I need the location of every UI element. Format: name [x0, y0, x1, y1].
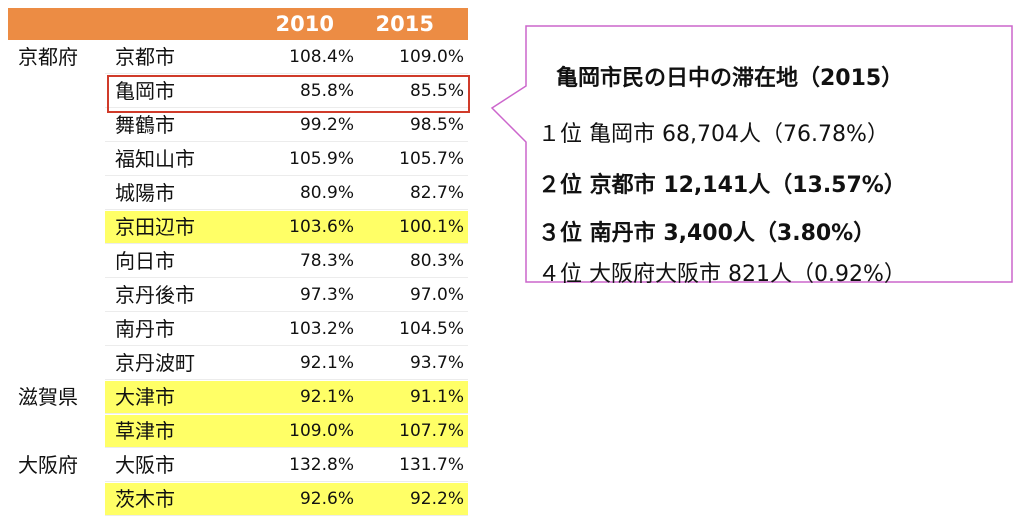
- header-2010: 2010: [275, 12, 334, 36]
- value-2010-cell: 132.8%: [289, 455, 354, 475]
- value-2010-cell: 109.0%: [289, 421, 354, 441]
- city-cell: 向日市: [115, 249, 175, 273]
- header-2015: 2015: [375, 12, 434, 36]
- value-2015-cell: 91.1%: [409, 387, 464, 407]
- table-row: 舞鶴市 99.2% 98.5%: [8, 108, 468, 142]
- callout-bubble-shape: [490, 25, 1013, 283]
- table-row: 南丹市 103.2% 104.5%: [8, 312, 468, 346]
- prefecture-cell: 京都府: [18, 45, 78, 69]
- rank-3: ３位 南丹市 3,400人（3.80%）: [538, 221, 876, 246]
- kameoka-highlight-box: [107, 75, 470, 113]
- city-cell: 京都市: [115, 45, 175, 69]
- table-row: 草津市 109.0% 107.7%: [8, 414, 468, 448]
- value-2015-cell: 109.0%: [399, 47, 464, 67]
- row-highlight: [105, 211, 468, 243]
- table-row: 茨木市 92.6% 92.2%: [8, 482, 468, 516]
- city-cell: 京丹後市: [115, 283, 195, 307]
- growth-rate-table: 2010 2015 京都府 京都市 108.4% 109.0% 亀岡市 85.8% 85.5…: [8, 8, 470, 516]
- table-row: 京丹波町 92.1% 93.7%: [8, 346, 468, 380]
- value-2010-cell: 92.1%: [299, 353, 354, 373]
- stay-location-callout: 亀岡市民の日中の滞在地（2015） １位 亀岡市 68,704人（76.78%）…: [486, 24, 1016, 287]
- rank-1: １位 亀岡市 68,704人（76.78%）: [538, 122, 889, 147]
- value-2015-cell: 100.1%: [399, 217, 464, 237]
- city-cell: 南丹市: [115, 317, 175, 341]
- city-cell: 城陽市: [115, 181, 175, 205]
- value-2010-cell: 103.6%: [289, 217, 354, 237]
- value-2015-cell: 93.7%: [409, 353, 464, 373]
- table-row: 大阪府 大阪市 132.8% 131.7%: [8, 448, 468, 482]
- city-cell: 舞鶴市: [115, 113, 175, 137]
- city-cell: 亀岡市: [115, 79, 175, 103]
- prefecture-cell: 大阪府: [18, 453, 78, 477]
- table-header: 2010 2015: [8, 8, 468, 40]
- table-row: 城陽市 80.9% 82.7%: [8, 176, 468, 210]
- value-2010-cell: 85.8%: [299, 81, 354, 101]
- value-2015-cell: 82.7%: [409, 183, 464, 203]
- table-row: 福知山市 105.9% 105.7%: [8, 142, 468, 176]
- row-highlight: [105, 415, 468, 447]
- table-row: 向日市 78.3% 80.3%: [8, 244, 468, 278]
- table-row: 京田辺市 103.6% 100.1%: [8, 210, 468, 244]
- rank-4: ４位 大阪府大阪市 821人（0.92%）: [538, 262, 906, 287]
- value-2010-cell: 78.3%: [299, 251, 354, 271]
- table-row: 亀岡市 85.8% 85.5%: [8, 74, 468, 108]
- table-row: 京丹後市 97.3% 97.0%: [8, 278, 468, 312]
- value-2015-cell: 97.0%: [409, 285, 464, 305]
- value-2010-cell: 97.3%: [299, 285, 354, 305]
- city-cell: 大津市: [115, 385, 175, 409]
- value-2015-cell: 107.7%: [399, 421, 464, 441]
- city-cell: 茨木市: [115, 487, 175, 511]
- row-highlight: [105, 381, 468, 413]
- table-row: 京都府 京都市 108.4% 109.0%: [8, 40, 468, 74]
- prefecture-cell: 滋賀県: [18, 385, 78, 409]
- city-cell: 大阪市: [115, 453, 175, 477]
- value-2010-cell: 99.2%: [299, 115, 354, 135]
- value-2015-cell: 80.3%: [409, 251, 464, 271]
- value-2010-cell: 103.2%: [289, 319, 354, 339]
- city-cell: 京丹波町: [115, 351, 195, 375]
- rank-2: ２位 京都市 12,141人（13.57%）: [538, 173, 906, 198]
- city-cell: 草津市: [115, 419, 175, 443]
- value-2010-cell: 92.1%: [299, 387, 354, 407]
- city-cell: 福知山市: [115, 147, 195, 171]
- value-2010-cell: 105.9%: [289, 149, 354, 169]
- value-2015-cell: 131.7%: [399, 455, 464, 475]
- value-2015-cell: 92.2%: [409, 489, 464, 509]
- row-highlight: [105, 483, 468, 515]
- table-row: 滋賀県 大津市 92.1% 91.1%: [8, 380, 468, 414]
- callout-title: 亀岡市民の日中の滞在地（2015）: [556, 66, 904, 91]
- value-2010-cell: 80.9%: [299, 183, 354, 203]
- value-2015-cell: 105.7%: [399, 149, 464, 169]
- value-2015-cell: 104.5%: [399, 319, 464, 339]
- table-body: 京都府 京都市 108.4% 109.0% 亀岡市 85.8% 85.5% 舞鶴市 99.2% 9…: [8, 40, 468, 516]
- value-2010-cell: 92.6%: [299, 489, 354, 509]
- value-2010-cell: 108.4%: [289, 47, 354, 67]
- value-2015-cell: 85.5%: [409, 81, 464, 101]
- city-cell: 京田辺市: [115, 215, 195, 239]
- value-2015-cell: 98.5%: [409, 115, 464, 135]
